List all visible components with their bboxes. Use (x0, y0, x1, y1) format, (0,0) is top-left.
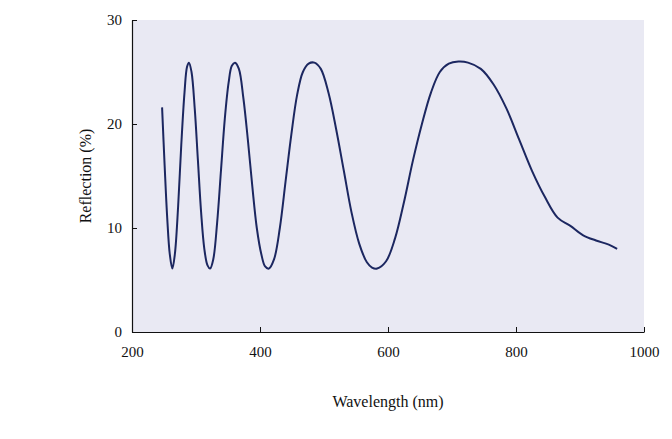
x-tick-label: 1000 (630, 344, 660, 360)
y-tick-label: 30 (107, 12, 122, 28)
plot-background (132, 20, 644, 332)
data-line (162, 62, 617, 269)
y-tick: 0 (115, 324, 138, 340)
y-tick-label: 10 (107, 220, 122, 236)
series-group (162, 62, 617, 269)
x-tick-label: 600 (377, 344, 400, 360)
x-tick-label: 400 (249, 344, 272, 360)
x-tick: 400 (249, 327, 272, 360)
x-tick-mark (644, 327, 645, 332)
y-tick-mark (132, 20, 137, 21)
x-tick-mark (260, 327, 261, 332)
y-tick-mark (132, 332, 137, 333)
y-tick: 30 (107, 12, 137, 28)
x-tick-mark (388, 327, 389, 332)
y-tick: 10 (107, 220, 137, 236)
plot-area: 200 400 600 800 1000 0 10 20 30 (107, 12, 660, 359)
x-tick-label: 200 (121, 344, 144, 360)
x-tick-mark (516, 327, 517, 332)
x-axis-title: Wavelength (nm) (332, 393, 443, 411)
y-tick-label: 0 (115, 324, 123, 340)
x-tick: 1000 (630, 327, 660, 360)
y-tick-label: 20 (107, 116, 122, 132)
y-tick: 20 (107, 116, 137, 132)
y-axis: 0 10 20 30 (107, 12, 137, 340)
y-tick-mark (132, 228, 137, 229)
x-tick-label: 800 (505, 344, 528, 360)
x-axis-line (133, 332, 645, 333)
y-axis-line (132, 21, 133, 333)
y-axis-title: Reflection (%) (77, 129, 95, 224)
x-axis: 200 400 600 800 1000 (121, 327, 659, 360)
x-tick: 600 (377, 327, 400, 360)
y-tick-mark (132, 124, 137, 125)
x-tick: 800 (505, 327, 528, 360)
chart: 200 400 600 800 1000 0 10 20 30 Wavelength (nm) Re… (0, 0, 672, 439)
